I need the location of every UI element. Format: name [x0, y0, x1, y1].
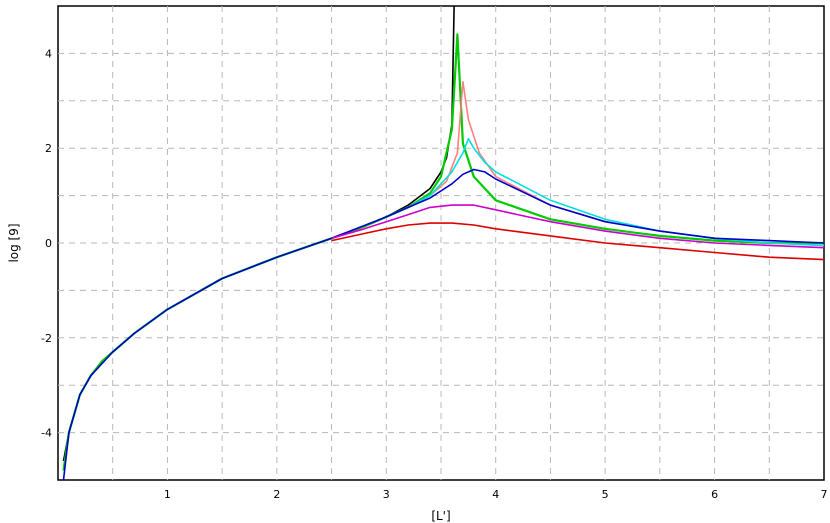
y-axis-label: log [9]: [7, 223, 21, 262]
x-tick-label: 2: [273, 488, 280, 501]
x-tick-label: 4: [492, 488, 499, 501]
series-group: [62, 5, 825, 481]
x-tick-label: 3: [383, 488, 390, 501]
x-tick-label: 6: [711, 488, 718, 501]
x-axis-label: [L']: [431, 509, 450, 523]
y-tick-label: 2: [45, 142, 52, 155]
y-ticks: 4 2 0 -2 -4: [41, 47, 52, 439]
x-tick-label: 1: [164, 488, 171, 501]
series-line-5: [62, 168, 825, 481]
y-tick-label: 0: [45, 237, 52, 250]
y-tick-label: -4: [41, 427, 52, 440]
grid: [58, 6, 824, 480]
series-line-6: [331, 204, 825, 249]
y-tick-label: -2: [41, 332, 52, 345]
x-ticks: 1 2 3 4 5 6 7: [164, 488, 828, 501]
y-tick-label: 4: [45, 47, 52, 60]
series-line-7: [331, 222, 825, 261]
x-tick-label: 7: [821, 488, 828, 501]
x-tick-label: 5: [602, 488, 609, 501]
